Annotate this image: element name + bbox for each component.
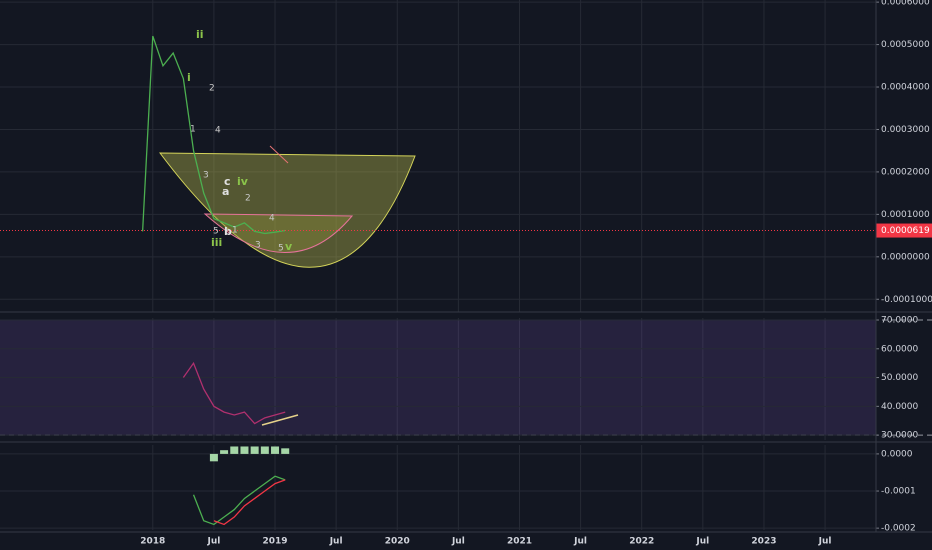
x-tick-label: Jul bbox=[573, 537, 587, 547]
y-tick-label: -0.0002 bbox=[881, 524, 916, 534]
price-tag-label: 0.0000619 bbox=[881, 226, 930, 236]
series-line bbox=[213, 479, 286, 526]
x-tick-label: 2022 bbox=[629, 537, 654, 547]
x-tick-label: Jul bbox=[329, 537, 343, 547]
wave-label: ii bbox=[196, 28, 204, 41]
histogram-bar bbox=[271, 446, 280, 454]
y-tick-label: 0.0005000 bbox=[881, 40, 930, 50]
x-tick-label: 2019 bbox=[262, 537, 287, 547]
y-tick-label: 0.0002000 bbox=[881, 167, 930, 177]
histogram-bar bbox=[220, 450, 229, 454]
x-tick-label: Jul bbox=[451, 537, 465, 547]
histogram-bar bbox=[281, 448, 290, 454]
wave-label: 1 bbox=[232, 226, 238, 236]
histogram-bar bbox=[240, 446, 249, 454]
wave-label: v bbox=[285, 240, 293, 253]
y-tick-label: 60.0000 bbox=[881, 344, 918, 354]
y-tick-label: 0.0006000 bbox=[881, 0, 930, 8]
wave-label: iv bbox=[237, 175, 249, 188]
wave-label: 2 bbox=[245, 194, 251, 204]
y-tick-label: 70.0000 bbox=[881, 316, 918, 326]
y-tick-label: 0.0001000 bbox=[881, 210, 930, 220]
wave-label: 5 bbox=[278, 244, 284, 254]
y-tick-label: 0.0004000 bbox=[881, 83, 930, 93]
wave-label: 5 bbox=[213, 227, 219, 237]
histogram-bar bbox=[230, 446, 239, 454]
wave-label: 3 bbox=[203, 171, 209, 181]
trend-line bbox=[261, 414, 299, 426]
x-tick-label: 2021 bbox=[507, 537, 532, 547]
y-tick-label: 40.0000 bbox=[881, 402, 918, 412]
y-tick-label: 30.0000 bbox=[881, 431, 918, 441]
series-line bbox=[192, 475, 286, 526]
histogram-bar bbox=[260, 446, 269, 454]
x-tick-label: Jul bbox=[818, 537, 832, 547]
x-tick-label: Jul bbox=[206, 537, 220, 547]
histogram-bar bbox=[250, 446, 259, 454]
wave-label: 3 bbox=[255, 241, 261, 251]
y-tick-label: 50.0000 bbox=[881, 373, 918, 383]
wave-label: c bbox=[224, 175, 231, 188]
series-line bbox=[141, 35, 286, 235]
wave-label: 4 bbox=[215, 126, 221, 136]
y-tick-label: -0.0001000 bbox=[881, 295, 932, 305]
wave-labels: ii i 1 2 4 3 c iv a 2 4 5 b 1 iii 3 5 v bbox=[187, 28, 293, 254]
y-tick-label: 0.0000000 bbox=[881, 252, 930, 262]
histogram-bar bbox=[209, 453, 218, 462]
x-tick-label: Jul bbox=[695, 537, 709, 547]
trend-line bbox=[269, 145, 289, 164]
price-tag bbox=[876, 223, 932, 238]
y-tick-label: 0.0000 bbox=[881, 449, 913, 459]
series-line bbox=[182, 361, 286, 425]
x-tick-label: 2020 bbox=[385, 537, 410, 547]
x-tick-label: 2023 bbox=[751, 537, 776, 547]
wave-label: iii bbox=[211, 236, 222, 249]
wave-label: b bbox=[224, 225, 232, 238]
y-tick-label: 0.0003000 bbox=[881, 125, 930, 135]
cup-pattern bbox=[158, 152, 416, 268]
x-tick-label: 2018 bbox=[140, 537, 165, 547]
wave-label: a bbox=[222, 185, 229, 198]
wave-label: 1 bbox=[190, 125, 196, 135]
y-tick-label: -0.0001 bbox=[881, 487, 916, 497]
wave-label: i bbox=[187, 71, 191, 84]
wave-label: 4 bbox=[269, 214, 275, 224]
wave-label: 2 bbox=[209, 84, 215, 94]
